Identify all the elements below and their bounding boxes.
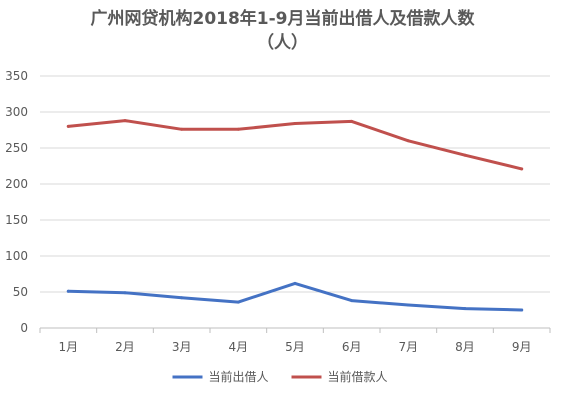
x-tick-label: 9月 xyxy=(512,340,532,354)
y-tick-label: 150 xyxy=(5,213,28,227)
chart-title-unit: （人） xyxy=(257,33,308,53)
data-point xyxy=(406,303,410,307)
data-point xyxy=(520,308,524,312)
data-point xyxy=(66,289,70,293)
data-point xyxy=(236,300,240,304)
y-tick-label: 200 xyxy=(5,177,28,191)
legend-label-1: 当前出借人 xyxy=(209,369,269,384)
data-point xyxy=(180,127,184,131)
y-tick-label: 300 xyxy=(5,105,28,119)
x-tick-label: 8月 xyxy=(455,340,475,354)
data-point xyxy=(123,119,127,123)
x-tick-label: 1月 xyxy=(59,340,79,354)
x-tick-label: 7月 xyxy=(399,340,419,354)
data-point xyxy=(293,281,297,285)
data-point xyxy=(350,299,354,303)
x-tick-label: 4月 xyxy=(229,340,249,354)
chart-title: 广州网贷机构2018年1-9月当前出借人及借款人数 xyxy=(90,9,475,29)
x-tick-label: 2月 xyxy=(115,340,135,354)
y-tick-label: 250 xyxy=(5,141,28,155)
y-tick-label: 350 xyxy=(5,69,28,83)
series-line-2 xyxy=(66,119,524,171)
y-tick-label: 100 xyxy=(5,249,28,263)
x-tick-label: 5月 xyxy=(285,340,305,354)
y-tick-label: 50 xyxy=(13,285,28,299)
x-tick-label: 3月 xyxy=(172,340,192,354)
series-line-1 xyxy=(66,281,524,312)
data-point xyxy=(463,153,467,157)
data-point xyxy=(520,167,524,171)
y-tick-label: 0 xyxy=(20,321,28,335)
x-tick-label: 6月 xyxy=(342,340,362,354)
data-point xyxy=(236,127,240,131)
data-point xyxy=(463,307,467,311)
data-point xyxy=(293,122,297,126)
data-point xyxy=(123,291,127,295)
legend-label-2: 当前借款人 xyxy=(328,369,388,384)
data-point xyxy=(350,119,354,123)
data-point xyxy=(180,296,184,300)
data-point xyxy=(406,139,410,143)
data-point xyxy=(66,124,70,128)
